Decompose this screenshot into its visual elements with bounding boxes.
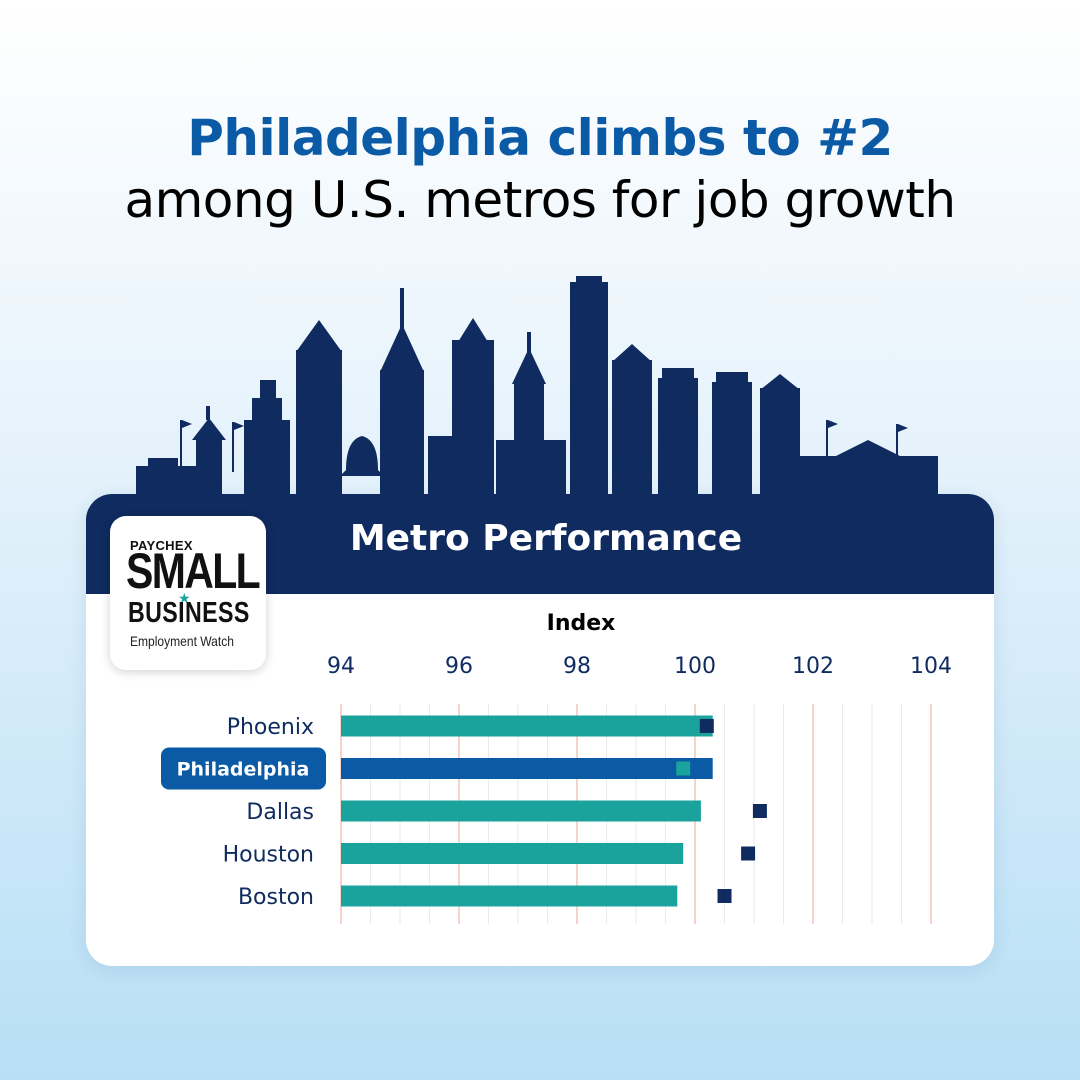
- x-axis-title: Index: [547, 611, 616, 636]
- metro-performance-chart: Index 94 96 98 100 102 104 Phoenix Philadelphia D…: [161, 611, 952, 924]
- headline-line-2: among U.S. metros for job growth: [124, 171, 956, 229]
- category-label: Boston: [238, 885, 314, 910]
- paychex-small-business-logo: PAYCHEX SMALL ★ BUSINESS Employment Watc…: [110, 516, 266, 670]
- star-icon: ★: [178, 590, 191, 606]
- x-tick-label: 104: [910, 654, 952, 679]
- bar: [341, 800, 701, 822]
- bar: [341, 758, 713, 779]
- marker-point: [676, 761, 691, 776]
- label-layer: Index 94 96 98 100 102 104 Phoenix Philadelphia D…: [161, 611, 952, 910]
- bar: [341, 715, 713, 737]
- logo-line-3: Employment Watch: [130, 633, 234, 649]
- category-label: Houston: [223, 843, 314, 868]
- bar: [341, 843, 684, 864]
- x-tick-label: 100: [674, 654, 716, 679]
- logo-line-2: BUSINESS: [128, 597, 250, 629]
- marker-point: [752, 804, 767, 818]
- logo-line-1: SMALL: [126, 543, 261, 599]
- headline: Philadelphia climbs to #2 among U.S. met…: [0, 108, 1080, 233]
- headline-line-1: Philadelphia climbs to #2: [187, 109, 893, 167]
- category-label: Phoenix: [227, 715, 314, 740]
- marker-point: [741, 846, 756, 861]
- x-tick-label: 98: [563, 654, 591, 679]
- card-title: Metro Performance: [349, 518, 743, 559]
- bar-layer: [341, 715, 767, 907]
- marker-point: [699, 719, 714, 733]
- x-tick-label: 94: [327, 654, 355, 679]
- marker-point: [717, 889, 732, 903]
- logo-brand: PAYCHEX: [130, 538, 193, 553]
- x-tick-label: 96: [445, 654, 473, 679]
- x-tick-label: 102: [792, 654, 834, 679]
- highlight-label-pill: [161, 747, 326, 790]
- category-label: Dallas: [246, 800, 314, 825]
- philadelphia-skyline-illustration: [132, 276, 942, 510]
- bar: [341, 885, 678, 907]
- category-label: Philadelphia: [177, 759, 310, 781]
